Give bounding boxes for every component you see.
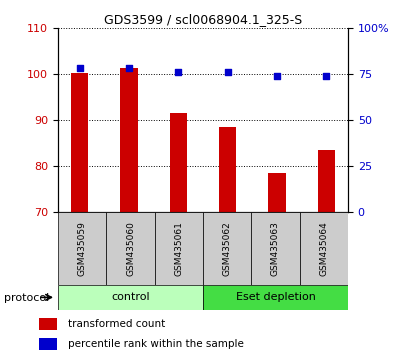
- Text: GSM435064: GSM435064: [319, 221, 328, 276]
- Bar: [39, 338, 57, 350]
- Bar: [106, 212, 155, 285]
- Bar: [318, 150, 335, 212]
- Bar: [170, 113, 187, 212]
- Text: protocol: protocol: [4, 293, 49, 303]
- Bar: [219, 127, 236, 212]
- Point: [274, 73, 280, 79]
- Bar: [203, 285, 348, 310]
- Text: control: control: [111, 292, 150, 302]
- Bar: [39, 318, 57, 330]
- Bar: [251, 212, 300, 285]
- Title: GDS3599 / scl0068904.1_325-S: GDS3599 / scl0068904.1_325-S: [104, 13, 302, 26]
- Bar: [120, 68, 138, 212]
- Text: percentile rank within the sample: percentile rank within the sample: [68, 339, 244, 349]
- Text: GSM435061: GSM435061: [174, 221, 183, 276]
- Text: GSM435062: GSM435062: [223, 221, 232, 276]
- Text: Eset depletion: Eset depletion: [236, 292, 316, 302]
- Text: GSM435059: GSM435059: [78, 221, 87, 276]
- Bar: [203, 212, 251, 285]
- Bar: [268, 173, 286, 212]
- Point: [224, 70, 231, 75]
- Bar: [58, 285, 203, 310]
- Bar: [300, 212, 348, 285]
- Text: GSM435063: GSM435063: [271, 221, 280, 276]
- Bar: [155, 212, 203, 285]
- Point: [126, 65, 132, 71]
- Bar: [71, 73, 88, 212]
- Point: [323, 73, 329, 79]
- Point: [175, 70, 182, 75]
- Bar: [58, 212, 106, 285]
- Point: [77, 65, 83, 71]
- Text: transformed count: transformed count: [68, 319, 165, 329]
- Text: GSM435060: GSM435060: [126, 221, 135, 276]
